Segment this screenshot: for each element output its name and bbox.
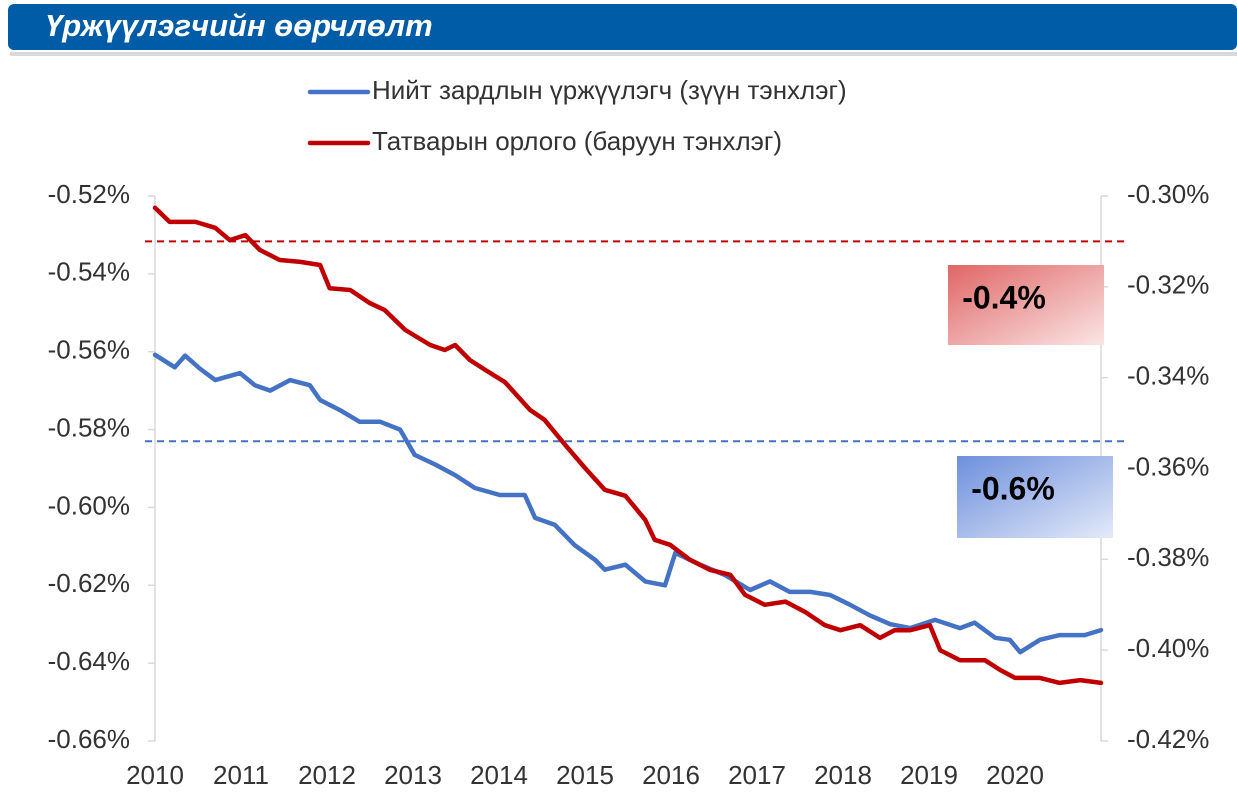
y2-tick-label: -0.30%: [1127, 179, 1209, 209]
y-tick-label: -0.66%: [48, 724, 130, 754]
x-tick-label: 2020: [986, 760, 1044, 790]
y2-tick-label: -0.42%: [1127, 724, 1209, 754]
x-tick-label: 2011: [213, 760, 269, 790]
annotation-box: [957, 456, 1113, 538]
title-bar: [8, 4, 1237, 50]
series-line: [152, 205, 1104, 686]
y-tick-label: -0.54%: [48, 257, 130, 287]
y-tick-label: -0.64%: [48, 646, 130, 676]
x-tick-label: 2016: [642, 760, 700, 790]
x-tick-label: 2013: [384, 760, 442, 790]
legend-label: Татварын орлого (баруун тэнхлэг): [372, 126, 782, 156]
x-tick-label: 2017: [728, 760, 786, 790]
y-tick-label: -0.56%: [48, 335, 130, 365]
y2-tick-label: -0.40%: [1127, 633, 1209, 663]
y2-tick-label: -0.34%: [1127, 361, 1209, 391]
x-tick-label: 2012: [298, 760, 356, 790]
annotation-box: [948, 265, 1104, 345]
x-tick-label: 2015: [556, 760, 614, 790]
chart-title: Үржүүлэгчийн өөрчлөлт: [45, 8, 433, 43]
x-tick-label: 2019: [900, 760, 958, 790]
y-tick-label: -0.52%: [48, 179, 130, 209]
y2-tick-label: -0.32%: [1127, 270, 1209, 300]
y-tick-label: -0.62%: [48, 568, 130, 598]
annotation: -0.4%: [962, 279, 1046, 315]
x-tick-label: 2014: [470, 760, 528, 790]
y-tick-label: -0.60%: [48, 490, 130, 520]
series-line: [152, 352, 1104, 655]
y2-tick-label: -0.36%: [1127, 451, 1209, 481]
y-tick-label: -0.58%: [48, 412, 130, 442]
legend-label: Нийт зардлын үржүүлэгч (зүүн тэнхлэг): [372, 75, 847, 105]
x-tick-label: 2018: [814, 760, 872, 790]
y2-tick-label: -0.38%: [1127, 542, 1209, 572]
title-shadow: [10, 52, 1237, 56]
x-tick-label: 2010: [126, 760, 184, 790]
annotation: -0.6%: [971, 470, 1055, 506]
